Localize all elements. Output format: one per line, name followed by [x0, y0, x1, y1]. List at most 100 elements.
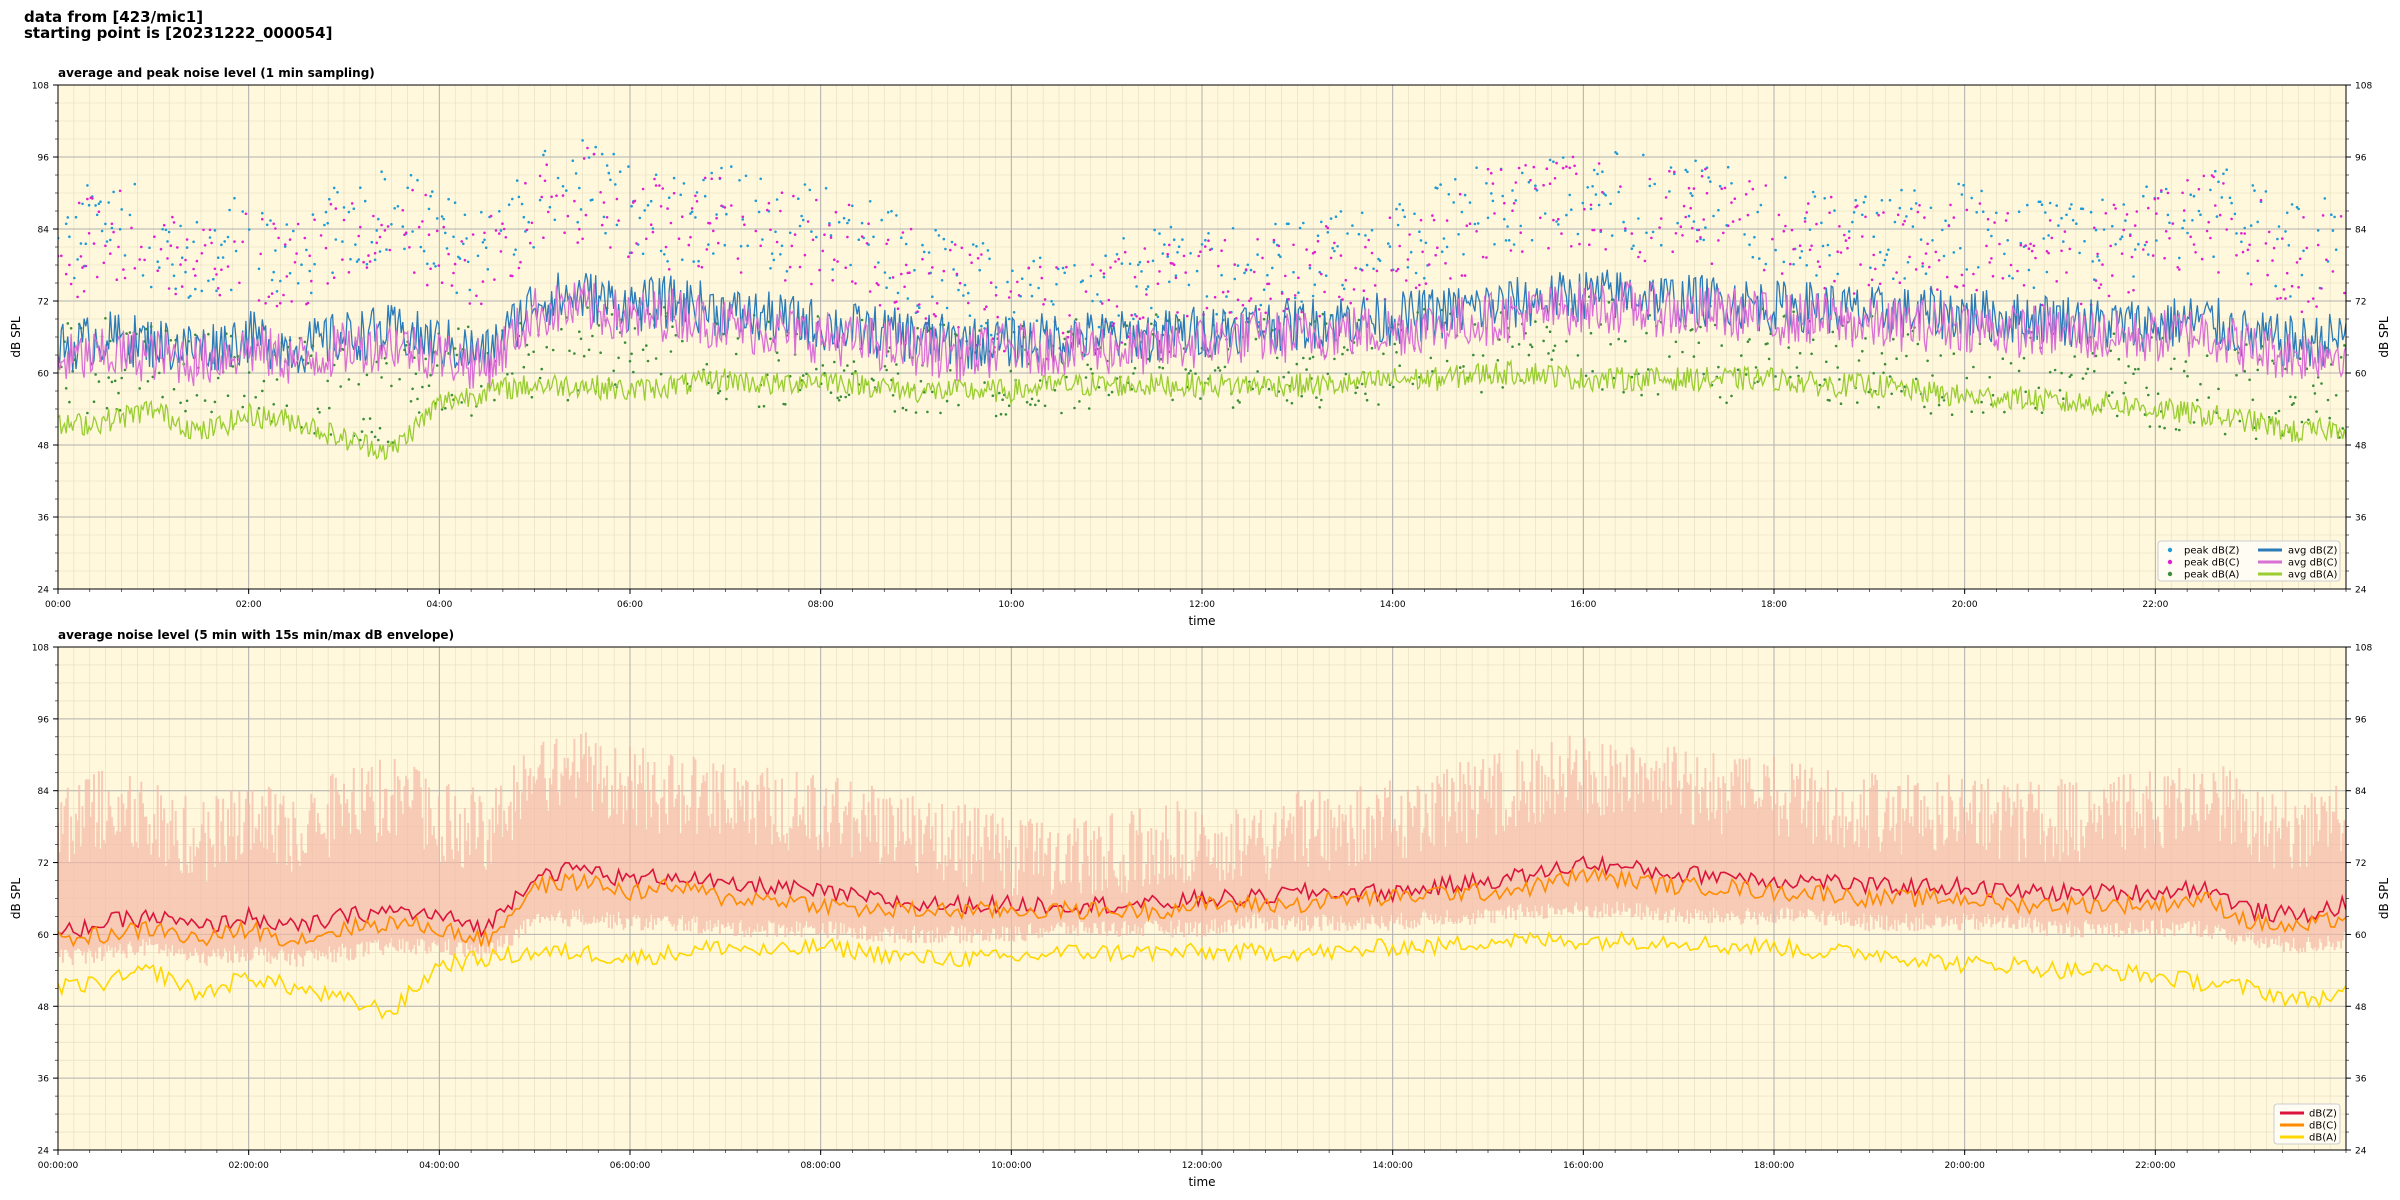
- peak-point: [1194, 372, 1197, 375]
- peak-point: [288, 238, 292, 241]
- peak-point: [800, 214, 803, 218]
- peak-point: [179, 224, 182, 228]
- peak-point: [560, 327, 563, 331]
- peak-point: [1576, 354, 1580, 357]
- peak-point: [774, 230, 777, 234]
- peak-point: [1555, 161, 1558, 165]
- peak-point: [1552, 160, 1555, 163]
- peak-point: [2321, 214, 2325, 217]
- peak-point: [769, 267, 772, 270]
- peak-point: [1885, 253, 1889, 256]
- peak-point: [1589, 203, 1593, 207]
- peak-point: [978, 329, 981, 332]
- peak-point: [404, 344, 408, 347]
- peak-point: [511, 372, 514, 375]
- peak-point: [1952, 352, 1956, 356]
- peak-point: [1445, 359, 1449, 363]
- peak-point: [2094, 354, 2098, 358]
- peak-point: [458, 257, 462, 260]
- peak-point: [95, 275, 99, 279]
- peak-point: [68, 235, 71, 238]
- peak-point: [2120, 235, 2124, 238]
- peak-point: [1521, 171, 1524, 175]
- peak-point: [1977, 266, 1980, 269]
- x-tick-label: 02:00:00: [228, 1161, 269, 1171]
- peak-point: [1624, 229, 1627, 232]
- peak-point: [2267, 230, 2271, 234]
- peak-point: [798, 388, 802, 392]
- peak-point: [180, 285, 184, 288]
- peak-point: [2197, 209, 2201, 213]
- peak-point: [1215, 312, 1218, 316]
- peak-point: [811, 238, 815, 242]
- peak-point: [1342, 287, 1346, 291]
- peak-point: [1357, 318, 1361, 322]
- peak-point: [571, 159, 575, 162]
- y-tick-label: 96: [38, 715, 50, 725]
- peak-point: [1604, 248, 1607, 251]
- peak-point: [1995, 211, 1998, 215]
- peak-point: [2148, 425, 2152, 428]
- peak-point: [1161, 252, 1165, 255]
- peak-point: [244, 212, 248, 216]
- peak-point: [2320, 382, 2323, 385]
- peak-point: [2078, 251, 2081, 255]
- peak-point: [1338, 295, 1341, 299]
- peak-point: [2009, 263, 2013, 267]
- peak-point: [2274, 411, 2277, 415]
- peak-point: [957, 288, 960, 292]
- peak-point: [2155, 239, 2158, 242]
- peak-point: [328, 406, 331, 410]
- peak-point: [1349, 301, 1352, 305]
- peak-point: [97, 380, 101, 383]
- peak-point: [985, 305, 988, 309]
- peak-point: [816, 315, 820, 318]
- peak-point: [1659, 217, 1663, 220]
- peak-point: [447, 197, 450, 201]
- peak-point: [1882, 371, 1885, 375]
- peak-point: [576, 241, 579, 244]
- peak-point: [1975, 211, 1978, 214]
- page-header: data from [423/mic1] starting point is […: [24, 9, 332, 41]
- peak-point: [1955, 285, 1959, 289]
- peak-point: [507, 203, 511, 206]
- peak-point: [1351, 224, 1354, 227]
- peak-point: [2316, 243, 2320, 247]
- peak-point: [453, 201, 457, 204]
- peak-point: [1199, 397, 1202, 400]
- peak-point: [1702, 372, 1705, 376]
- peak-point: [542, 153, 545, 157]
- series-peak-db-z-: [58, 139, 2338, 345]
- peak-point: [153, 235, 156, 238]
- peak-point: [257, 267, 261, 271]
- peak-point: [2142, 194, 2145, 198]
- peak-point: [435, 364, 439, 367]
- peak-point: [785, 270, 789, 273]
- peak-point: [481, 280, 485, 283]
- peak-point: [2024, 244, 2027, 247]
- peak-point: [1496, 359, 1500, 362]
- peak-point: [1197, 254, 1200, 258]
- peak-point: [1836, 366, 1839, 369]
- peak-point: [494, 229, 498, 232]
- peak-point: [427, 384, 431, 388]
- peak-point: [1341, 352, 1344, 356]
- peak-point: [1903, 385, 1906, 389]
- peak-point: [1857, 359, 1861, 362]
- peak-point: [942, 237, 946, 241]
- peak-point: [210, 241, 213, 245]
- peak-point: [269, 219, 272, 222]
- peak-point: [480, 210, 483, 214]
- peak-point: [1365, 263, 1369, 267]
- peak-point: [1713, 323, 1717, 327]
- peak-point: [527, 353, 530, 356]
- peak-point: [1398, 244, 1401, 248]
- peak-point: [1862, 201, 1866, 204]
- peak-point: [1156, 282, 1160, 286]
- peak-point: [963, 283, 967, 287]
- peak-point: [934, 228, 937, 232]
- peak-point: [323, 223, 326, 227]
- peak-point: [1609, 342, 1612, 346]
- peak-point: [1828, 254, 1831, 257]
